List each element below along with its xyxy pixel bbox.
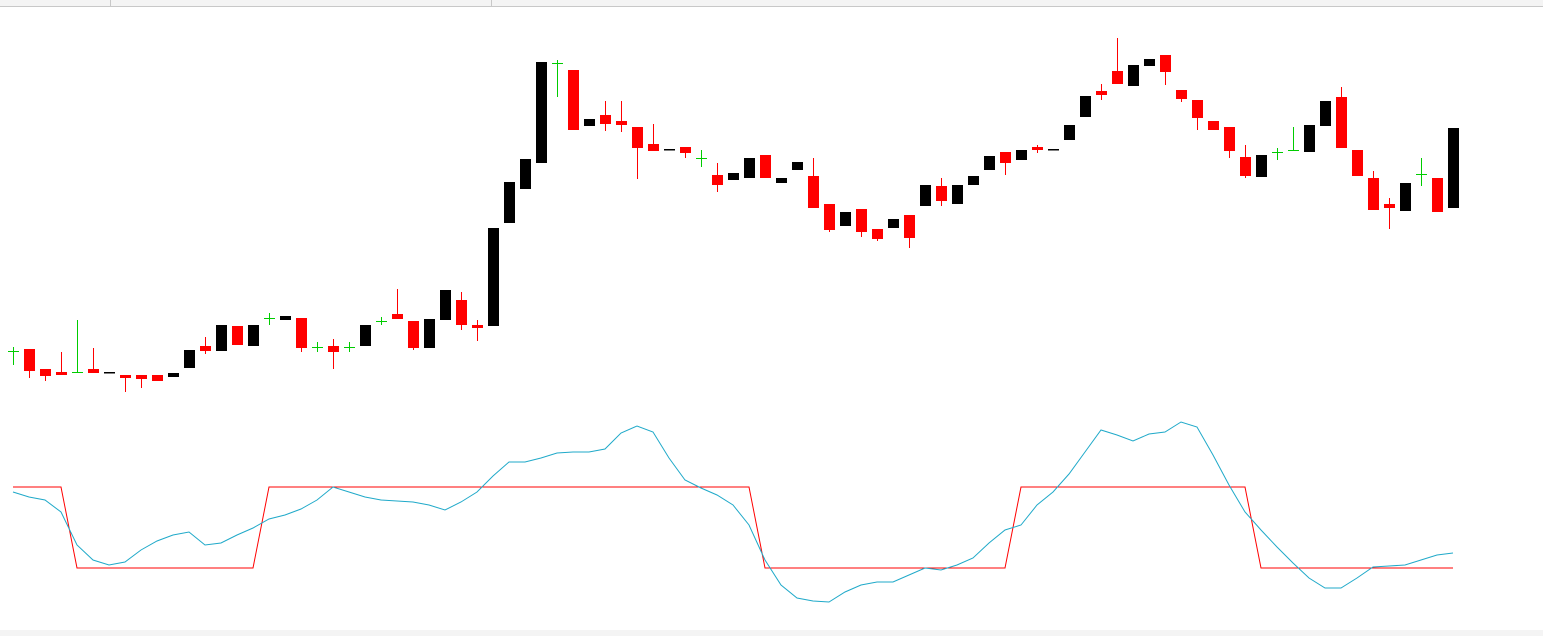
candle-body xyxy=(472,325,483,328)
candle-body xyxy=(1432,178,1443,212)
candle-body xyxy=(424,319,435,348)
candle-body xyxy=(936,186,947,201)
candle-body xyxy=(808,176,819,208)
candle-body xyxy=(648,144,659,151)
candle-body xyxy=(1320,101,1331,126)
candle-body xyxy=(232,326,243,345)
toolbar xyxy=(0,0,1543,6)
indicator-line xyxy=(12,421,1454,603)
candle-body xyxy=(904,215,915,238)
candle-body xyxy=(392,314,403,319)
candle-body xyxy=(840,212,851,226)
candle-body xyxy=(632,127,643,148)
candle-body xyxy=(920,185,931,206)
candle-body xyxy=(584,119,595,126)
candle-body xyxy=(1192,100,1203,118)
candle-body xyxy=(456,300,467,325)
candle-body xyxy=(328,346,339,352)
candle-body xyxy=(1032,147,1043,150)
candle-body xyxy=(184,350,195,368)
candle-body xyxy=(744,158,755,178)
candle-body xyxy=(600,115,611,124)
candle-body xyxy=(216,325,227,351)
candle-body xyxy=(616,121,627,125)
candle-body xyxy=(408,321,419,348)
candle-body xyxy=(536,62,547,163)
candle-body xyxy=(520,159,531,189)
candle-body xyxy=(1208,121,1219,130)
candle-body xyxy=(1016,150,1027,160)
candle-body xyxy=(664,149,675,151)
candle-body xyxy=(1128,65,1139,86)
candle-body xyxy=(488,228,499,326)
candle-body xyxy=(1352,150,1363,176)
candle-body xyxy=(952,185,963,204)
candle-body xyxy=(440,290,451,320)
candle-body xyxy=(1368,178,1379,210)
candle-body xyxy=(1336,97,1347,148)
candle-body xyxy=(872,229,883,239)
candle-body xyxy=(728,173,739,180)
candle-body xyxy=(152,375,163,381)
candle-body xyxy=(1176,90,1187,99)
candle-body xyxy=(1384,204,1395,208)
candle-body xyxy=(888,219,899,228)
candle-body xyxy=(1240,157,1251,176)
candle-body xyxy=(1080,96,1091,117)
candle-body xyxy=(1096,91,1107,95)
candle-body xyxy=(24,349,35,371)
candle-body xyxy=(280,316,291,320)
candle-body xyxy=(1064,125,1075,140)
candle-body xyxy=(1304,125,1315,152)
candle-body xyxy=(968,176,979,185)
candle-body xyxy=(40,369,51,376)
candle-body xyxy=(1048,149,1059,151)
candle-body xyxy=(856,209,867,232)
candle-body xyxy=(1448,128,1459,208)
candle-body xyxy=(776,178,787,183)
indicator-line xyxy=(13,486,1453,569)
candle-body xyxy=(824,204,835,230)
candle-body xyxy=(1160,55,1171,72)
candle-body xyxy=(984,156,995,170)
candle-body xyxy=(56,372,67,375)
candle-body xyxy=(120,375,131,378)
status-strip xyxy=(0,630,1543,636)
candle-body xyxy=(1400,183,1411,211)
candle-body xyxy=(1144,59,1155,66)
candle-body xyxy=(248,325,259,346)
candle-body xyxy=(104,372,115,374)
candle-body xyxy=(1224,127,1235,151)
candle-body xyxy=(792,162,803,170)
candle-body xyxy=(712,175,723,185)
candle-body xyxy=(1112,71,1123,84)
candle-body xyxy=(1000,152,1011,163)
candle-body xyxy=(200,346,211,351)
candle-body xyxy=(1256,155,1267,177)
candle-body xyxy=(680,147,691,153)
candle-body xyxy=(504,182,515,223)
candle-body xyxy=(136,375,147,379)
candle-body xyxy=(296,318,307,348)
candle-body xyxy=(168,373,179,377)
candle-body xyxy=(760,155,771,178)
candle-body xyxy=(88,369,99,373)
candle-body xyxy=(360,325,371,346)
candle-body xyxy=(568,70,579,130)
